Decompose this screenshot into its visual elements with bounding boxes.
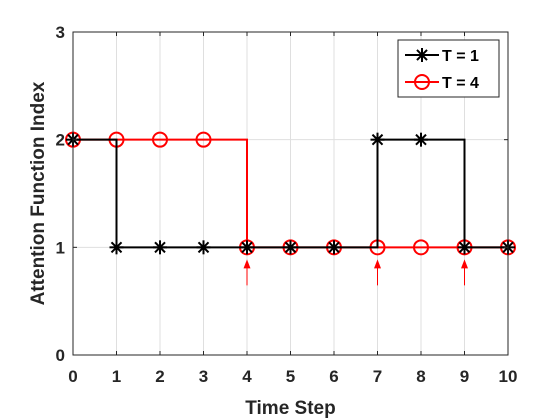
data-point-marker [327, 240, 341, 255]
data-point-marker [153, 240, 167, 255]
series-line [73, 138, 508, 249]
y-axis-label: Attention Function Index [28, 81, 49, 305]
data-point-marker [283, 240, 298, 255]
x-tick-label: 9 [460, 367, 469, 386]
legend-marker-t1 [415, 48, 429, 62]
y-tick-label: 0 [56, 346, 65, 365]
legend-marker-icon [414, 74, 430, 90]
y-tick-label: 1 [56, 238, 65, 257]
data-point-marker [152, 131, 168, 148]
data-point-marker [109, 240, 124, 255]
y-tick-label: 2 [56, 131, 65, 150]
x-tick-label: 8 [416, 367, 425, 386]
data-point-marker [240, 240, 254, 255]
legend-marker-icon [415, 48, 429, 62]
x-axis-label: Time Step [245, 398, 335, 419]
legend-marker-t4 [414, 74, 430, 90]
x-tick-label: 2 [155, 367, 164, 386]
data-point-marker [196, 240, 211, 255]
data-point-marker [195, 131, 212, 148]
arrow-annotation [243, 259, 251, 286]
arrow-annotation [374, 259, 381, 286]
x-tick-label: 6 [329, 367, 338, 386]
data-point-marker [457, 240, 472, 255]
data-point-marker [414, 132, 428, 147]
x-tick-label: 3 [199, 367, 208, 386]
x-tick-label: 0 [68, 367, 77, 386]
arrow-layer [243, 259, 468, 286]
arrow-annotation [461, 259, 468, 286]
x-tick-label: 1 [112, 367, 121, 386]
legend-label-t4: T = 4 [442, 75, 479, 92]
ticks: 0 1 2 3 4 5 6 7 8 9 10 0 1 2 3 [56, 23, 518, 386]
legend: T = 1 T = 4 [397, 39, 500, 98]
x-tick-label: 7 [373, 367, 382, 386]
legend-label-t1: T = 1 [442, 48, 479, 65]
data-point-marker [413, 239, 429, 256]
x-tick-label: 5 [286, 367, 295, 386]
legend-box [397, 39, 500, 98]
x-tick-label: 4 [242, 367, 252, 386]
y-tick-label: 3 [56, 23, 65, 42]
x-tick-label: 10 [499, 367, 518, 386]
data-point-marker [370, 132, 385, 147]
